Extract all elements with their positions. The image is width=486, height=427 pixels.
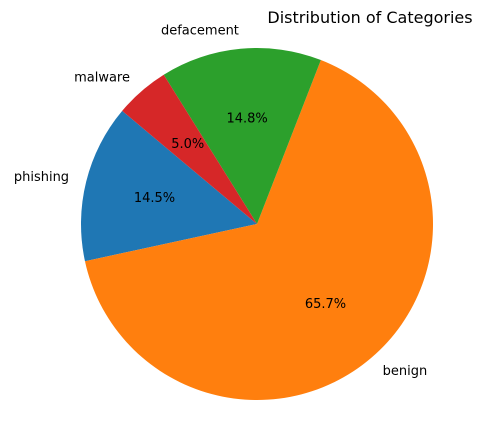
slice-percent-malware: 5.0% [171, 137, 204, 152]
pie-slices [80, 48, 434, 401]
slice-percent-phishing: 14.5% [134, 191, 175, 206]
slice-label-benign: benign [383, 364, 428, 379]
slice-percent-defacement: 14.8% [226, 111, 267, 126]
pie-labels: phishing 14.5% benign 65.7% defacement 14.8% m… [14, 24, 427, 379]
slice-label-phishing: phishing [14, 170, 69, 185]
pie-slice-phishing [80, 110, 257, 262]
pie-slice-malware [122, 74, 257, 225]
pie-slice-defacement [163, 48, 321, 224]
slice-percent-benign: 65.7% [305, 297, 346, 312]
slice-label-malware: malware [74, 70, 130, 85]
chart-title: Distribution of Categories [267, 8, 472, 27]
slice-label-defacement: defacement [161, 24, 239, 39]
pie-slice-benign [84, 60, 434, 401]
